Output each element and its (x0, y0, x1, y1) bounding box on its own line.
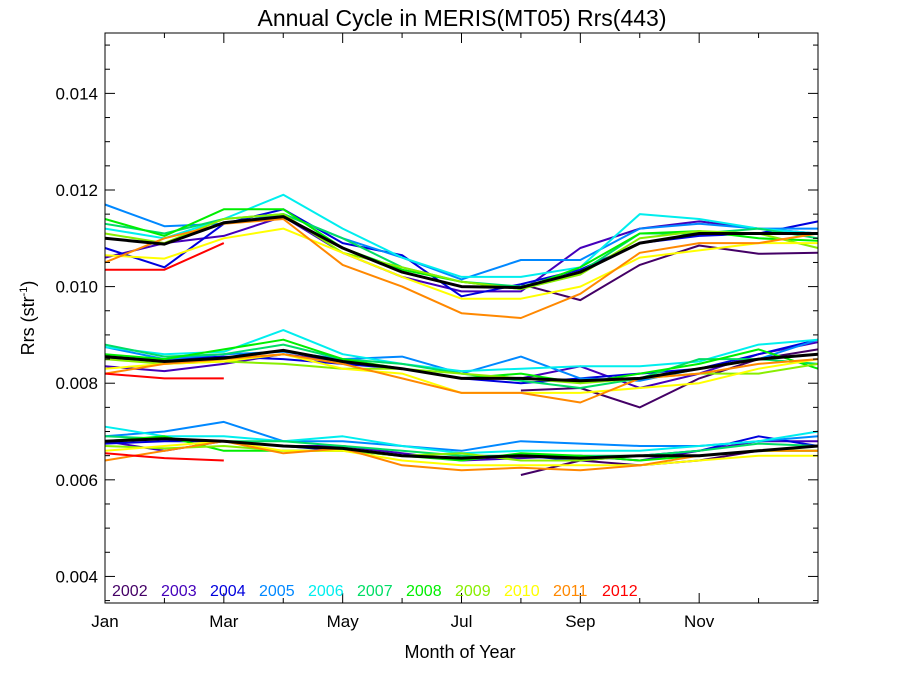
plot-frame (104, 32, 819, 604)
y-axis-label-sup: -1 (18, 287, 30, 297)
series-2010-line-0-0 (104, 227, 818, 300)
legend-entry-2009: 2009 (455, 583, 491, 600)
legend-entry-2008: 2008 (406, 583, 442, 600)
legend-entry-2011: 2011 (553, 583, 588, 600)
series-2009-line-0-0 (104, 213, 819, 290)
x-tick-label-May: May (327, 612, 360, 631)
legend-entry-2010: 2010 (504, 583, 540, 600)
y-tick-label-0.010: 0.010 (55, 278, 98, 297)
legend-entry-2005: 2005 (259, 583, 295, 600)
series-2012-line-2-0 (104, 452, 224, 462)
y-tick-label-0.006: 0.006 (55, 471, 98, 490)
series-2012-line-0-0 (105, 242, 225, 271)
x-tick-label-Sep: Sep (565, 612, 595, 631)
mean-line-0-0 (104, 215, 818, 290)
x-tick-label-Nov: Nov (684, 612, 715, 631)
legend: 2002 2003 2004 2005 2006 2007 2008 2009 2010 2011… (112, 583, 638, 600)
x-tick-label-Mar: Mar (209, 612, 239, 631)
y-axis-label-close: ) (18, 281, 38, 287)
legend-entry-2012: 2012 (602, 583, 638, 600)
legend-entry-2007: 2007 (357, 583, 393, 600)
axes: Jan Mar May Jul Sep Nov 0.004 0.006 0.008 0.010 0.… (55, 33, 819, 631)
y-axis-label: Rrs (str-1) (18, 281, 38, 356)
series-2012-line-1-0 (104, 372, 224, 380)
mean-line-2-0 (104, 437, 819, 460)
series-lines (104, 193, 819, 476)
y-tick-label-0.012: 0.012 (55, 181, 98, 200)
x-axis-label: Month of Year (404, 642, 515, 662)
legend-entry-2006: 2006 (308, 583, 344, 600)
x-tick-label-Jul: Jul (451, 612, 473, 631)
y-tick-label-0.004: 0.004 (55, 567, 98, 586)
y-tick-label-0.014: 0.014 (55, 84, 98, 103)
y-tick-label-0.008: 0.008 (55, 374, 98, 393)
y-axis-label-base: Rrs (str (18, 296, 38, 355)
mean-line-1-0 (104, 348, 819, 383)
series-2003-line-0-0 (104, 215, 819, 293)
x-tick-label-Jan: Jan (91, 612, 118, 631)
series-2006-line-1-0 (104, 329, 819, 373)
legend-entry-2004: 2004 (210, 583, 246, 600)
legend-entry-2002: 2002 (112, 583, 148, 600)
legend-entry-2003: 2003 (161, 583, 197, 600)
chart-title: Annual Cycle in MERIS(MT05) Rrs(443) (257, 5, 666, 31)
